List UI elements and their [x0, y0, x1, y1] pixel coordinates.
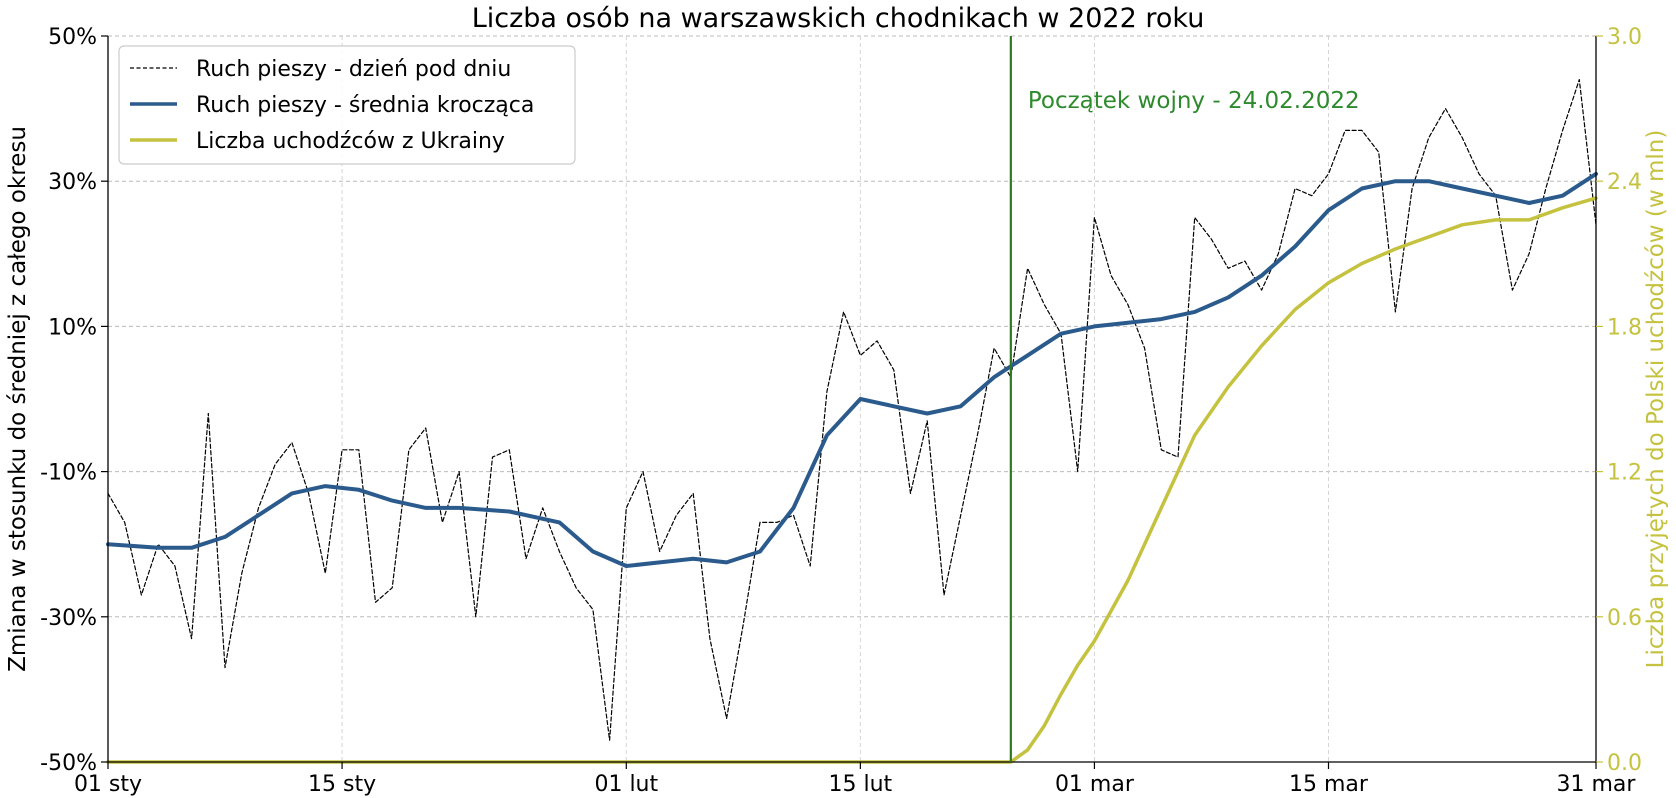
y-tick-label: 50% — [48, 25, 97, 50]
y2-tick-label: 1.8 — [1607, 315, 1642, 340]
y2-tick-label: 0.0 — [1607, 751, 1642, 776]
y-tick-label: 10% — [48, 315, 97, 340]
x-tick-label: 01 sty — [74, 772, 142, 797]
war-start-label: Początek wojny - 24.02.2022 — [1028, 88, 1360, 114]
y-tick-label: -50% — [40, 751, 97, 776]
legend-label-1: Ruch pieszy - dzień pod dniu — [196, 57, 511, 82]
y-tick-label: -10% — [40, 461, 97, 486]
legend-label-3: Liczba uchodźców z Ukrainy — [196, 129, 505, 154]
y-tick-label: 30% — [48, 170, 97, 195]
legend-label-2: Ruch pieszy - średnia krocząca — [196, 93, 534, 118]
series-line-3 — [106, 196, 1598, 764]
x-tick-label: 15 mar — [1289, 772, 1369, 797]
x-tick-label: 31 mar — [1557, 772, 1637, 797]
series-line-1 — [107, 78, 1597, 741]
y2-tick-label: 3.0 — [1607, 25, 1642, 50]
series-layer — [106, 78, 1598, 764]
series-line-2 — [106, 171, 1598, 568]
x-tick-label: 15 sty — [308, 772, 376, 797]
y2-tick-label: 0.6 — [1607, 606, 1642, 631]
legend-box — [118, 45, 576, 165]
x-tick-label: 15 lut — [829, 772, 893, 797]
axes: 50% 30% 10% -10% -30% -50% 3.0 2.4 1.8 1.2 0.6 0.0 0… — [5, 25, 1669, 797]
chart-title: Liczba osób na warszawskich chodnikach w… — [472, 3, 1205, 34]
y2-axis-label: Liczba przyjętych do Polski uchodźców (w… — [1643, 130, 1669, 669]
x-tick-label: 01 mar — [1055, 772, 1135, 797]
annotation-layer: Początek wojny - 24.02.2022 — [1009, 36, 1360, 762]
y2-tick-label: 1.2 — [1607, 461, 1642, 486]
y-axis-label: Zmiana w stosunku do średniej z całego o… — [5, 126, 31, 672]
x-tick-label: 01 lut — [594, 772, 658, 797]
y-tick-label: -30% — [40, 606, 97, 631]
y2-tick-label: 2.4 — [1607, 170, 1642, 195]
legend: Ruch pieszy - dzień pod dniu Ruch pieszy … — [118, 45, 576, 165]
